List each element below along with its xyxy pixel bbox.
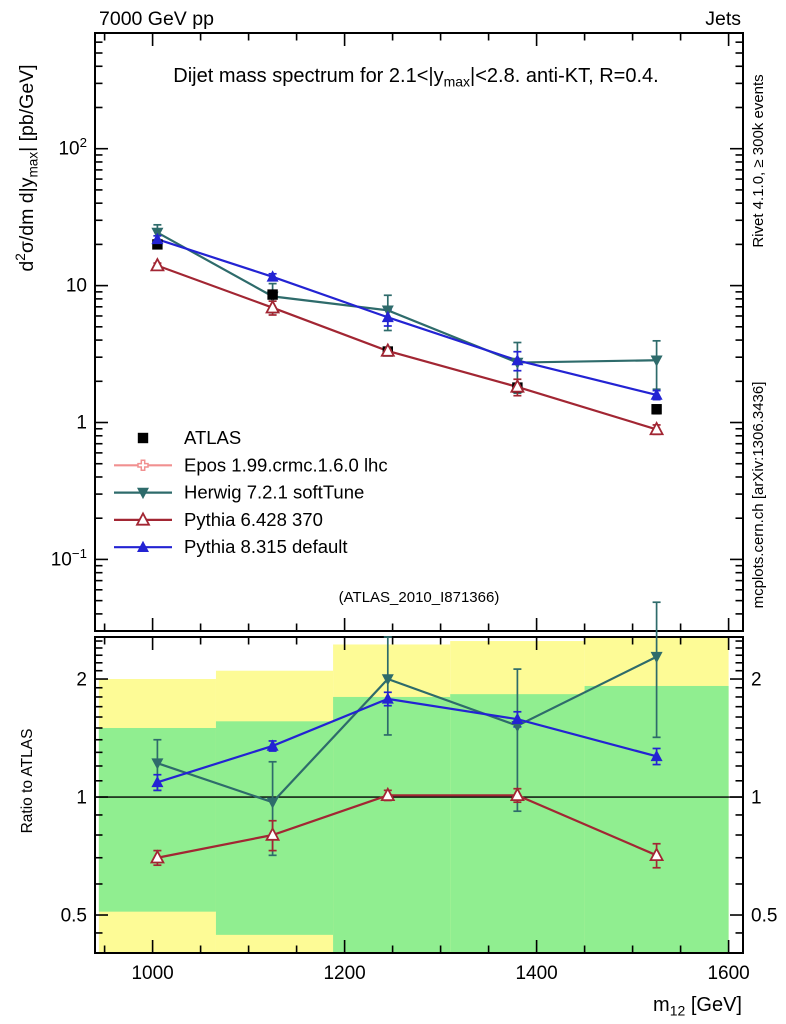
data-point-marker xyxy=(151,758,164,770)
legend-label: Epos 1.99.crmc.1.6.0 lhc xyxy=(184,454,388,475)
data-point-marker xyxy=(650,355,663,367)
main-panel-frame xyxy=(94,32,744,632)
data-point-marker xyxy=(650,388,663,400)
x-axis-tick-label: 1400 xyxy=(515,963,557,984)
ratio-y-tick-label-left: 1 xyxy=(76,788,87,809)
data-point-marker xyxy=(511,712,524,724)
data-point-marker xyxy=(151,232,164,245)
data-point-marker xyxy=(137,459,149,472)
header-left-beam-energy: 7000 GeV pp xyxy=(99,8,214,30)
data-point-marker xyxy=(651,404,662,415)
main-y-axis-label: d2σ/dm d|ymax| [pb/GeV] xyxy=(13,64,40,271)
ratio-y-tick-label-left: 0.5 xyxy=(61,906,87,927)
ratio-panel-frame xyxy=(94,636,744,954)
ratio-y-tick-label-left: 2 xyxy=(76,670,87,691)
data-point-marker xyxy=(267,289,278,300)
ratio-y-tick-label-right: 0.5 xyxy=(751,906,777,927)
data-point-marker xyxy=(149,257,165,272)
data-point-marker xyxy=(380,786,396,802)
main-y-tick-label: 1 xyxy=(76,413,87,434)
data-point-marker xyxy=(137,487,149,500)
legend-item: ATLAS xyxy=(137,427,241,448)
x-axis-tick-label: 1200 xyxy=(323,963,365,984)
data-point-marker xyxy=(151,775,164,788)
legend-item: Herwig 7.2.1 softTune xyxy=(114,482,364,503)
legend-item: Pythia 6.428 370 xyxy=(114,509,323,530)
data-point-marker xyxy=(135,511,151,526)
main-y-tick-label: 102 xyxy=(58,135,87,160)
data-point-marker xyxy=(509,378,525,393)
legend-item: Epos 1.99.crmc.1.6.0 lhc xyxy=(114,454,388,475)
data-point-marker xyxy=(380,342,396,357)
watermark-analysis-id: (ATLAS_2010_I871366) xyxy=(339,589,500,606)
data-point-marker xyxy=(266,797,279,809)
data-point-marker xyxy=(152,239,163,250)
data-point-marker xyxy=(265,826,281,841)
data-point-marker xyxy=(381,310,394,323)
header-right-analysis-group: Jets xyxy=(705,8,741,30)
data-point-marker xyxy=(266,739,279,751)
legend-label: Pythia 6.428 370 xyxy=(184,509,323,530)
main-y-tick-label: 10−1 xyxy=(51,546,87,571)
data-point-marker xyxy=(649,846,665,862)
side-note-rivet-version: Rivet 4.1.0, ≥ 300k events xyxy=(750,74,767,247)
uncertainty-band-green xyxy=(215,721,334,935)
chart-root: 10−1 1 10 102 0.5 0.5 1 1 2 2 1000 1200 1400 1600 Dije… xyxy=(13,32,777,1018)
series-line-main xyxy=(157,264,657,431)
uncertainty-band-green xyxy=(333,696,451,953)
legend-label: Herwig 7.2.1 softTune xyxy=(184,482,364,503)
data-point-marker xyxy=(381,674,394,686)
x-axis-tick-label: 1000 xyxy=(131,963,173,984)
ratio-y-tick-label-right: 2 xyxy=(751,670,762,691)
x-axis-tick-label: 1600 xyxy=(707,963,749,984)
data-point-marker xyxy=(137,540,149,552)
data-point-marker xyxy=(649,421,665,436)
data-point-marker xyxy=(266,270,279,282)
ratio-y-axis-label: Ratio to ATLAS xyxy=(19,729,36,834)
data-point-marker xyxy=(149,849,165,864)
ratio-y-tick-label-right: 1 xyxy=(751,788,762,809)
data-point-marker xyxy=(265,299,281,314)
legend-label: Pythia 8.315 default xyxy=(184,536,348,557)
plot-title: Dijet mass spectrum for 2.1<|ymax|<2.8. … xyxy=(173,65,658,89)
main-y-tick-label: 10 xyxy=(66,276,87,297)
data-point-marker xyxy=(509,786,525,802)
side-note-mcplots: mcplots.cern.ch [arXiv:1306.3436] xyxy=(750,382,767,609)
data-point-marker xyxy=(650,749,663,762)
data-point-marker xyxy=(381,692,394,704)
data-point-marker xyxy=(511,353,524,366)
data-point-marker xyxy=(137,432,149,444)
data-point-marker xyxy=(650,651,663,664)
series-line-main xyxy=(156,231,657,364)
legend-label: ATLAS xyxy=(184,427,241,448)
x-axis-label: m12 [GeV] xyxy=(653,994,742,1018)
legend-item: Pythia 8.315 default xyxy=(114,536,348,557)
